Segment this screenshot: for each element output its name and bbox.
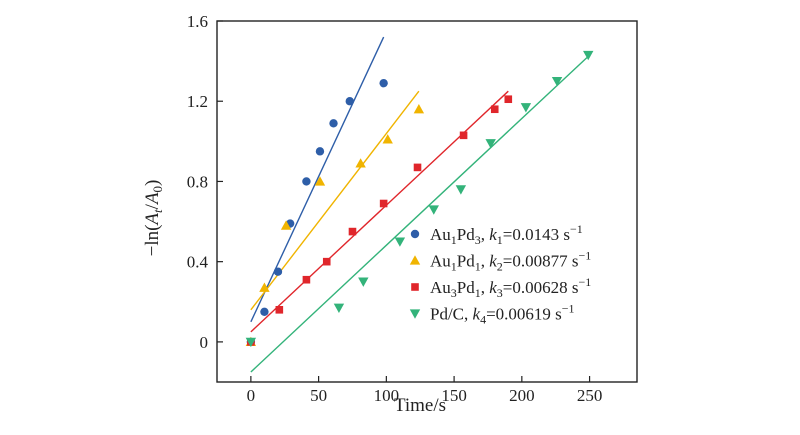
- y-axis-title: −ln(At/A0): [142, 180, 165, 257]
- data-point: [314, 176, 326, 186]
- data-point: [245, 337, 257, 348]
- data-point: [413, 104, 425, 114]
- x-tick-label: 200: [509, 386, 535, 405]
- fit-line: [250, 54, 591, 373]
- data-point: [490, 105, 499, 114]
- data-point: [348, 227, 357, 236]
- data-point: [358, 277, 369, 287]
- data-point: [409, 309, 421, 319]
- data-point: [345, 97, 354, 106]
- data-point: [275, 306, 284, 314]
- data-point: [302, 275, 311, 284]
- data-point: [302, 177, 311, 186]
- data-point: [379, 78, 388, 88]
- y-tick-label: 1.2: [187, 92, 208, 111]
- data-markers: [245, 50, 594, 348]
- legend-label: Au3Pd1, k3=0.00628 s−1: [430, 275, 591, 300]
- data-point: [355, 158, 366, 168]
- data-point: [504, 95, 513, 104]
- data-point: [382, 134, 393, 144]
- data-point: [485, 139, 496, 149]
- data-point: [329, 119, 338, 128]
- y-tick-label: 1.6: [187, 12, 208, 31]
- legend-label: Pd/C, k4=0.00619 s−1: [430, 302, 575, 327]
- x-tick-label: 100: [374, 386, 400, 405]
- data-point: [322, 257, 331, 266]
- data-point: [583, 50, 594, 61]
- x-axis-title: Time/s: [394, 395, 446, 416]
- x-tick-label: 0: [247, 386, 256, 405]
- data-point: [411, 283, 419, 291]
- x-tick-label: 50: [310, 386, 327, 405]
- data-point: [260, 307, 269, 317]
- data-point: [315, 147, 325, 156]
- data-point: [273, 267, 283, 276]
- data-point: [410, 229, 420, 239]
- legend-label: Au1Pd3, k1=0.0143 s−1: [430, 222, 583, 247]
- data-point: [379, 199, 388, 208]
- y-tick-label: 0.8: [187, 172, 208, 191]
- x-tick-label: 250: [577, 386, 603, 405]
- legend-label: Au1Pd1, k2=0.00877 s−1: [430, 249, 591, 274]
- data-point: [333, 303, 345, 313]
- plot-frame: [216, 20, 638, 383]
- data-point: [428, 205, 439, 215]
- axes: 0 50 100 150 200 250 0 0.4 0.8 1.2 1.6: [187, 12, 603, 405]
- data-point: [551, 77, 563, 87]
- fit-line: [250, 36, 385, 323]
- data-point: [413, 163, 422, 172]
- plot-area: [216, 20, 638, 383]
- x-tick-label: 150: [441, 386, 467, 405]
- y-tick-label: 0: [200, 333, 209, 352]
- data-point: [394, 237, 406, 247]
- data-point: [409, 255, 421, 265]
- data-point: [459, 131, 468, 140]
- data-point: [280, 220, 292, 230]
- y-tick-label: 0.4: [187, 253, 209, 272]
- data-point: [455, 185, 467, 195]
- fit-line: [250, 90, 509, 333]
- data-point: [520, 103, 532, 113]
- data-point: [259, 282, 270, 292]
